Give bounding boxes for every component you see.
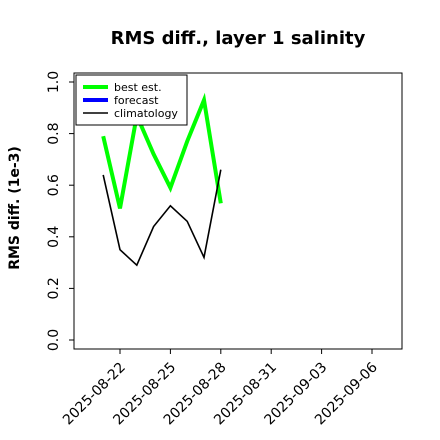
series-line-2 xyxy=(102,169,222,267)
y-tick-label: 0.0 xyxy=(46,329,62,351)
legend-label: climatology xyxy=(114,107,178,120)
y-tick-label: 0.4 xyxy=(46,226,62,248)
legend-label: forecast xyxy=(114,94,159,107)
y-axis-label: RMS diff. (1e-3) xyxy=(7,146,23,270)
y-tick-label: 1.0 xyxy=(46,71,62,93)
chart-title: RMS diff., layer 1 salinity xyxy=(111,28,366,49)
series-line-0 xyxy=(101,92,223,209)
y-tick-label: 0.8 xyxy=(46,122,62,144)
plot-frame xyxy=(73,72,403,350)
legend-label: best est. xyxy=(114,81,162,94)
y-tick-label: 0.6 xyxy=(46,174,62,196)
y-tick-label: 0.2 xyxy=(46,277,62,299)
plot-area: 0.00.20.40.60.81.02025-08-222025-08-2520… xyxy=(46,71,403,428)
